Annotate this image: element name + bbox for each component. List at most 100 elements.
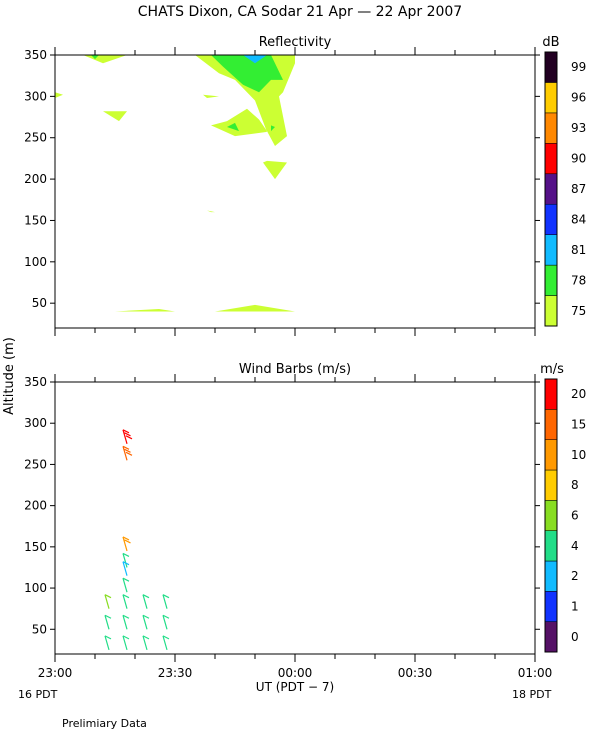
panel2-ytick-label: 50 (32, 622, 47, 636)
wind-barb (122, 577, 130, 593)
wind-colorbar-swatch (544, 621, 558, 653)
wind-barb (104, 635, 112, 651)
wind-barb-shaft (122, 615, 128, 630)
reflectivity-colorbar-swatch (544, 112, 558, 144)
panel2-ytick-label: 200 (24, 499, 47, 513)
wind-barb-shaft (122, 635, 128, 651)
wind-colorbar-swatch (544, 530, 558, 562)
figure-title: CHATS Dixon, CA Sodar 21 Apr — 22 Apr 20… (138, 4, 462, 20)
panel1-ytick-label: 200 (24, 172, 47, 186)
reflectivity-colorbar-label: 93 (571, 121, 586, 135)
wind-barb-shaft (122, 429, 128, 444)
reflectivity-region (243, 55, 267, 64)
wind-barb-flag (124, 448, 131, 453)
wind-barb (122, 635, 130, 651)
wind-barb-shaft (122, 594, 128, 609)
wind-barb-flag (162, 635, 170, 640)
panel1-ytick-label: 350 (24, 48, 47, 62)
x-tick-label: 23:00 (38, 666, 73, 680)
reflectivity-region (215, 304, 295, 312)
panel1-ytick-label: 300 (24, 89, 47, 103)
wind-barb-shaft (142, 615, 148, 630)
panel1-ytick-label: 50 (32, 296, 47, 310)
wind-colorbar-swatch (544, 378, 558, 410)
reflectivity-colorbar-label: 96 (571, 91, 586, 105)
x-tick-label: 23:30 (158, 666, 193, 680)
reflectivity-colorbar-label: 99 (571, 60, 586, 74)
wind-barb-shaft (162, 615, 168, 630)
wind-barb-shaft (122, 578, 128, 593)
reflectivity-colorbar-label: 90 (571, 152, 586, 166)
wind-colorbar: 0 1 2 4 6 8 10 15 20 (544, 378, 586, 653)
reflectivity-colorbar-label: 75 (571, 304, 586, 318)
wind-barb-flag (122, 429, 130, 434)
reflectivity-colorbar-swatch (544, 143, 558, 175)
wind-barb-shaft (142, 594, 148, 609)
wind-barb-flag (142, 594, 150, 599)
wind-barb-shaft (104, 635, 110, 651)
reflectivity-region (91, 55, 99, 60)
wind-barb-shaft (122, 561, 128, 576)
wind-colorbar-label: 4 (571, 539, 579, 553)
reflectivity-colorbar-swatch (544, 234, 558, 266)
wind-barb (162, 594, 170, 609)
reflectivity-region (55, 92, 63, 99)
wind-colorbar-label: 8 (571, 478, 579, 492)
panel2-ytick-label: 250 (24, 457, 47, 471)
panel2-ytick-label: 350 (24, 375, 47, 389)
wind-barb-shaft (122, 536, 128, 552)
x-tick-label: 01:00 (518, 666, 553, 680)
wind-barb-shaft (162, 594, 168, 609)
reflectivity-colorbar-label: 84 (571, 212, 586, 226)
wind-barb-flag (125, 451, 133, 456)
wind-barb-flag (122, 445, 130, 450)
wind-barb (104, 614, 112, 630)
wind-barb (162, 635, 170, 651)
wind-barb-flag (122, 577, 130, 582)
wind-barb (122, 614, 130, 630)
wind-colorbar-label: 0 (571, 630, 579, 644)
wind-colorbar-swatch (544, 469, 558, 501)
wind-barb (122, 429, 133, 444)
wind-barb-flag (122, 635, 130, 640)
reflectivity-region (103, 111, 127, 122)
wind-colorbar-swatch (544, 591, 558, 622)
wind-barbs-panel: 50 100 150 200 250 300 350 (24, 374, 540, 662)
reflectivity-panel: 50 100 150 200 250 300 350 (24, 47, 540, 336)
reflectivity-region (115, 308, 175, 312)
wind-barb-flag (122, 561, 130, 566)
wind-barb-shaft (122, 446, 128, 461)
wind-colorbar-label: 10 (571, 448, 586, 462)
reflectivity-colorbar-swatch (544, 264, 558, 296)
panel1-ytick-label: 250 (24, 131, 47, 145)
wind-barb-shaft (104, 594, 110, 609)
wind-barb-flag (162, 614, 170, 619)
wind-barb-flag (125, 435, 133, 440)
wind-barb (162, 614, 170, 630)
wind-barb-shaft (162, 635, 168, 651)
wind-barb-flag (104, 635, 112, 640)
wind-colorbar-label: 1 (571, 600, 579, 614)
wind-colorbar-frame (544, 378, 558, 653)
panel1-units: dB (542, 35, 559, 50)
panel1-ytick-label: 100 (24, 255, 47, 269)
reflectivity-colorbar-label: 81 (571, 243, 586, 257)
reflectivity-colorbar-label: 78 (571, 273, 586, 287)
wind-barb-flag (122, 536, 130, 541)
x-tick-label: 00:00 (278, 666, 313, 680)
wind-colorbar-label: 20 (571, 387, 586, 401)
reflectivity-colorbar-swatch (544, 295, 558, 327)
wind-barb-flag (162, 594, 170, 599)
x-left-note: 16 PDT (18, 688, 58, 701)
reflectivity-colorbar-swatch (544, 203, 558, 235)
wind-barb-flag (122, 594, 130, 599)
reflectivity-region (83, 55, 127, 64)
wind-barb (142, 635, 150, 651)
wind-colorbar-label: 6 (571, 509, 579, 523)
wind-colorbar-label: 15 (571, 418, 586, 432)
wind-colorbar-swatch (544, 439, 558, 471)
panel2-ytick-label: 300 (24, 416, 47, 430)
wind-barb (104, 594, 112, 609)
panel1-ytick-label: 150 (24, 213, 47, 227)
